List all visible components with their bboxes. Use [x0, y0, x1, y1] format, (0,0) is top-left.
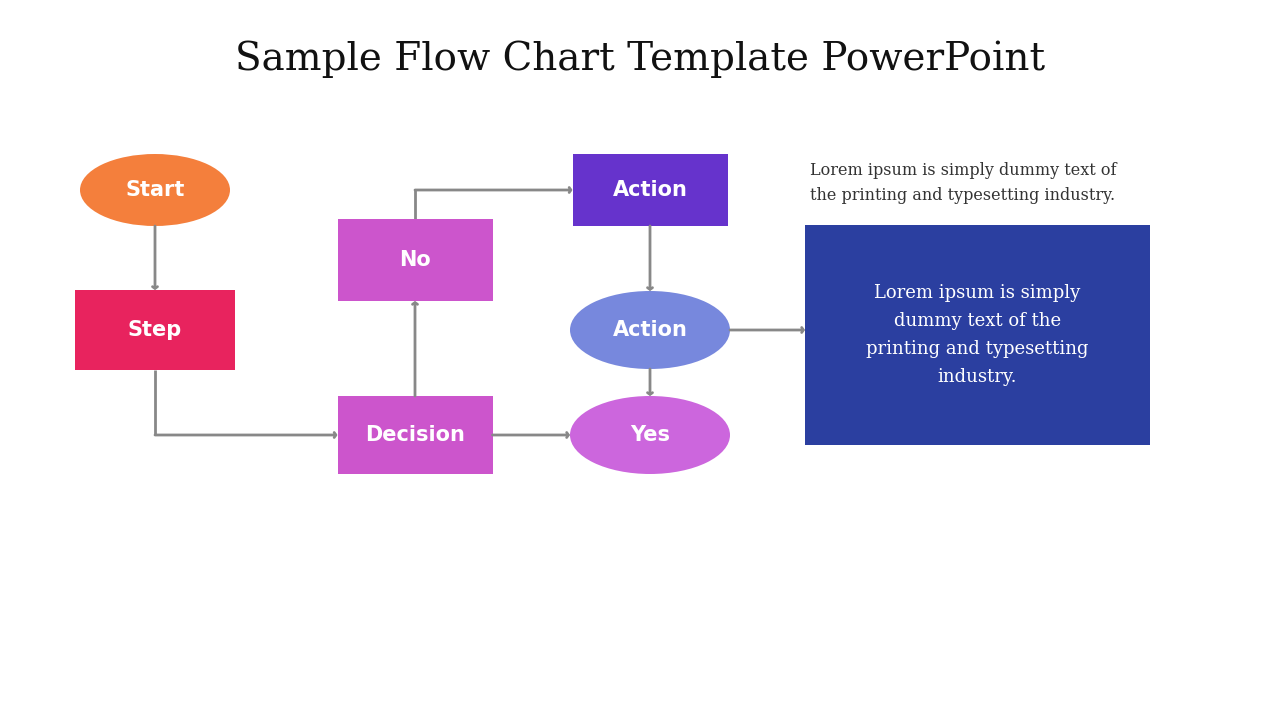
- Ellipse shape: [570, 396, 730, 474]
- Text: No: No: [399, 250, 431, 270]
- FancyBboxPatch shape: [338, 396, 493, 474]
- FancyBboxPatch shape: [572, 154, 727, 226]
- FancyBboxPatch shape: [76, 290, 236, 370]
- Text: Step: Step: [128, 320, 182, 340]
- Ellipse shape: [570, 291, 730, 369]
- FancyBboxPatch shape: [805, 225, 1149, 445]
- Ellipse shape: [79, 154, 230, 226]
- Text: Start: Start: [125, 180, 184, 200]
- Text: Sample Flow Chart Template PowerPoint: Sample Flow Chart Template PowerPoint: [236, 40, 1044, 78]
- Text: Yes: Yes: [630, 425, 669, 445]
- Text: Decision: Decision: [365, 425, 465, 445]
- Text: Lorem ipsum is simply dummy text of
the printing and typesetting industry.: Lorem ipsum is simply dummy text of the …: [810, 162, 1116, 204]
- Text: Lorem ipsum is simply
dummy text of the
printing and typesetting
industry.: Lorem ipsum is simply dummy text of the …: [867, 284, 1089, 386]
- Text: Action: Action: [613, 320, 687, 340]
- Text: Action: Action: [613, 180, 687, 200]
- FancyBboxPatch shape: [338, 219, 493, 301]
